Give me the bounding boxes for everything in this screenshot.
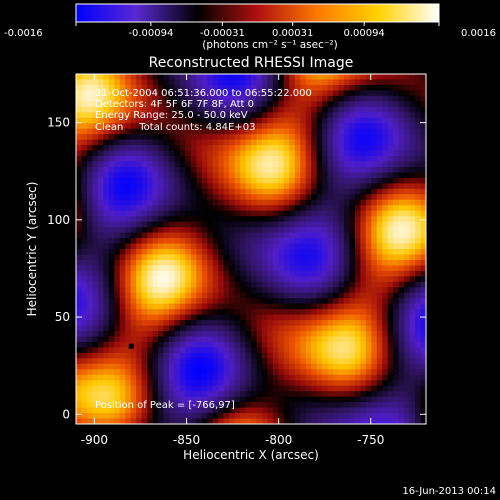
colorbar-tick-label: -0.00031 — [200, 28, 245, 39]
colorbar-tick-label: 0.00031 — [272, 28, 313, 39]
y-tick-label: 150 — [47, 116, 70, 130]
colorbar-gradient — [76, 4, 439, 22]
colorbar-tick-label: 0.00094 — [343, 28, 384, 39]
heatmap-image — [76, 74, 426, 424]
y-axis-ticks: 0 50 100 150 — [47, 116, 426, 421]
x-tick-label: -750 — [357, 433, 384, 447]
y-tick-label: 50 — [55, 310, 70, 324]
colorbar-ticks: -0.0016 -0.00094 -0.00031 0.00031 0.00094 0.0… — [4, 22, 496, 39]
colorbar: -0.0016 -0.00094 -0.00031 0.00031 0.00094 0.0… — [4, 3, 496, 51]
y-axis-label: Heliocentric Y (arcsec) — [25, 182, 39, 317]
x-axis-label: Heliocentric X (arcsec) — [183, 448, 319, 462]
annotation-detectors: Detectors: 4F 5F 6F 7F 8F, Att 0 — [95, 99, 254, 110]
chart-title: Reconstructed RHESSI Image — [149, 55, 354, 71]
peak-position-label: Position of Peak = [-766,97] — [95, 400, 235, 411]
x-tick-label: -900 — [81, 433, 108, 447]
x-tick-label: -800 — [265, 433, 292, 447]
x-tick-label: -850 — [173, 433, 200, 447]
annotation-clean-counts: Clean Total counts: 4.84E+03 — [95, 122, 255, 133]
colorbar-units: (photons cm⁻² s⁻¹ asec⁻²) — [202, 39, 337, 51]
annotation-time-range: 21-Oct-2004 06:51:36.000 to 06:55:22.000 — [95, 88, 312, 99]
footer-timestamp: 16-Jun-2013 00:14 — [402, 486, 496, 497]
min-marker — [128, 343, 134, 349]
x-axis-ticks: -900 -850 -800 -750 — [81, 74, 384, 447]
plot-frame — [75, 73, 427, 425]
colorbar-tick-label: -0.00094 — [128, 28, 173, 39]
y-tick-label: 100 — [47, 213, 70, 227]
colorbar-tick-label: 0.0016 — [461, 28, 496, 39]
colorbar-tick-label: -0.0016 — [4, 28, 43, 39]
annotation-energy-range: Energy Range: 25.0 - 50.0 keV — [95, 110, 248, 121]
y-tick-label: 0 — [62, 407, 70, 421]
annotation-block: 21-Oct-2004 06:51:36.000 to 06:55:22.000… — [95, 88, 312, 133]
